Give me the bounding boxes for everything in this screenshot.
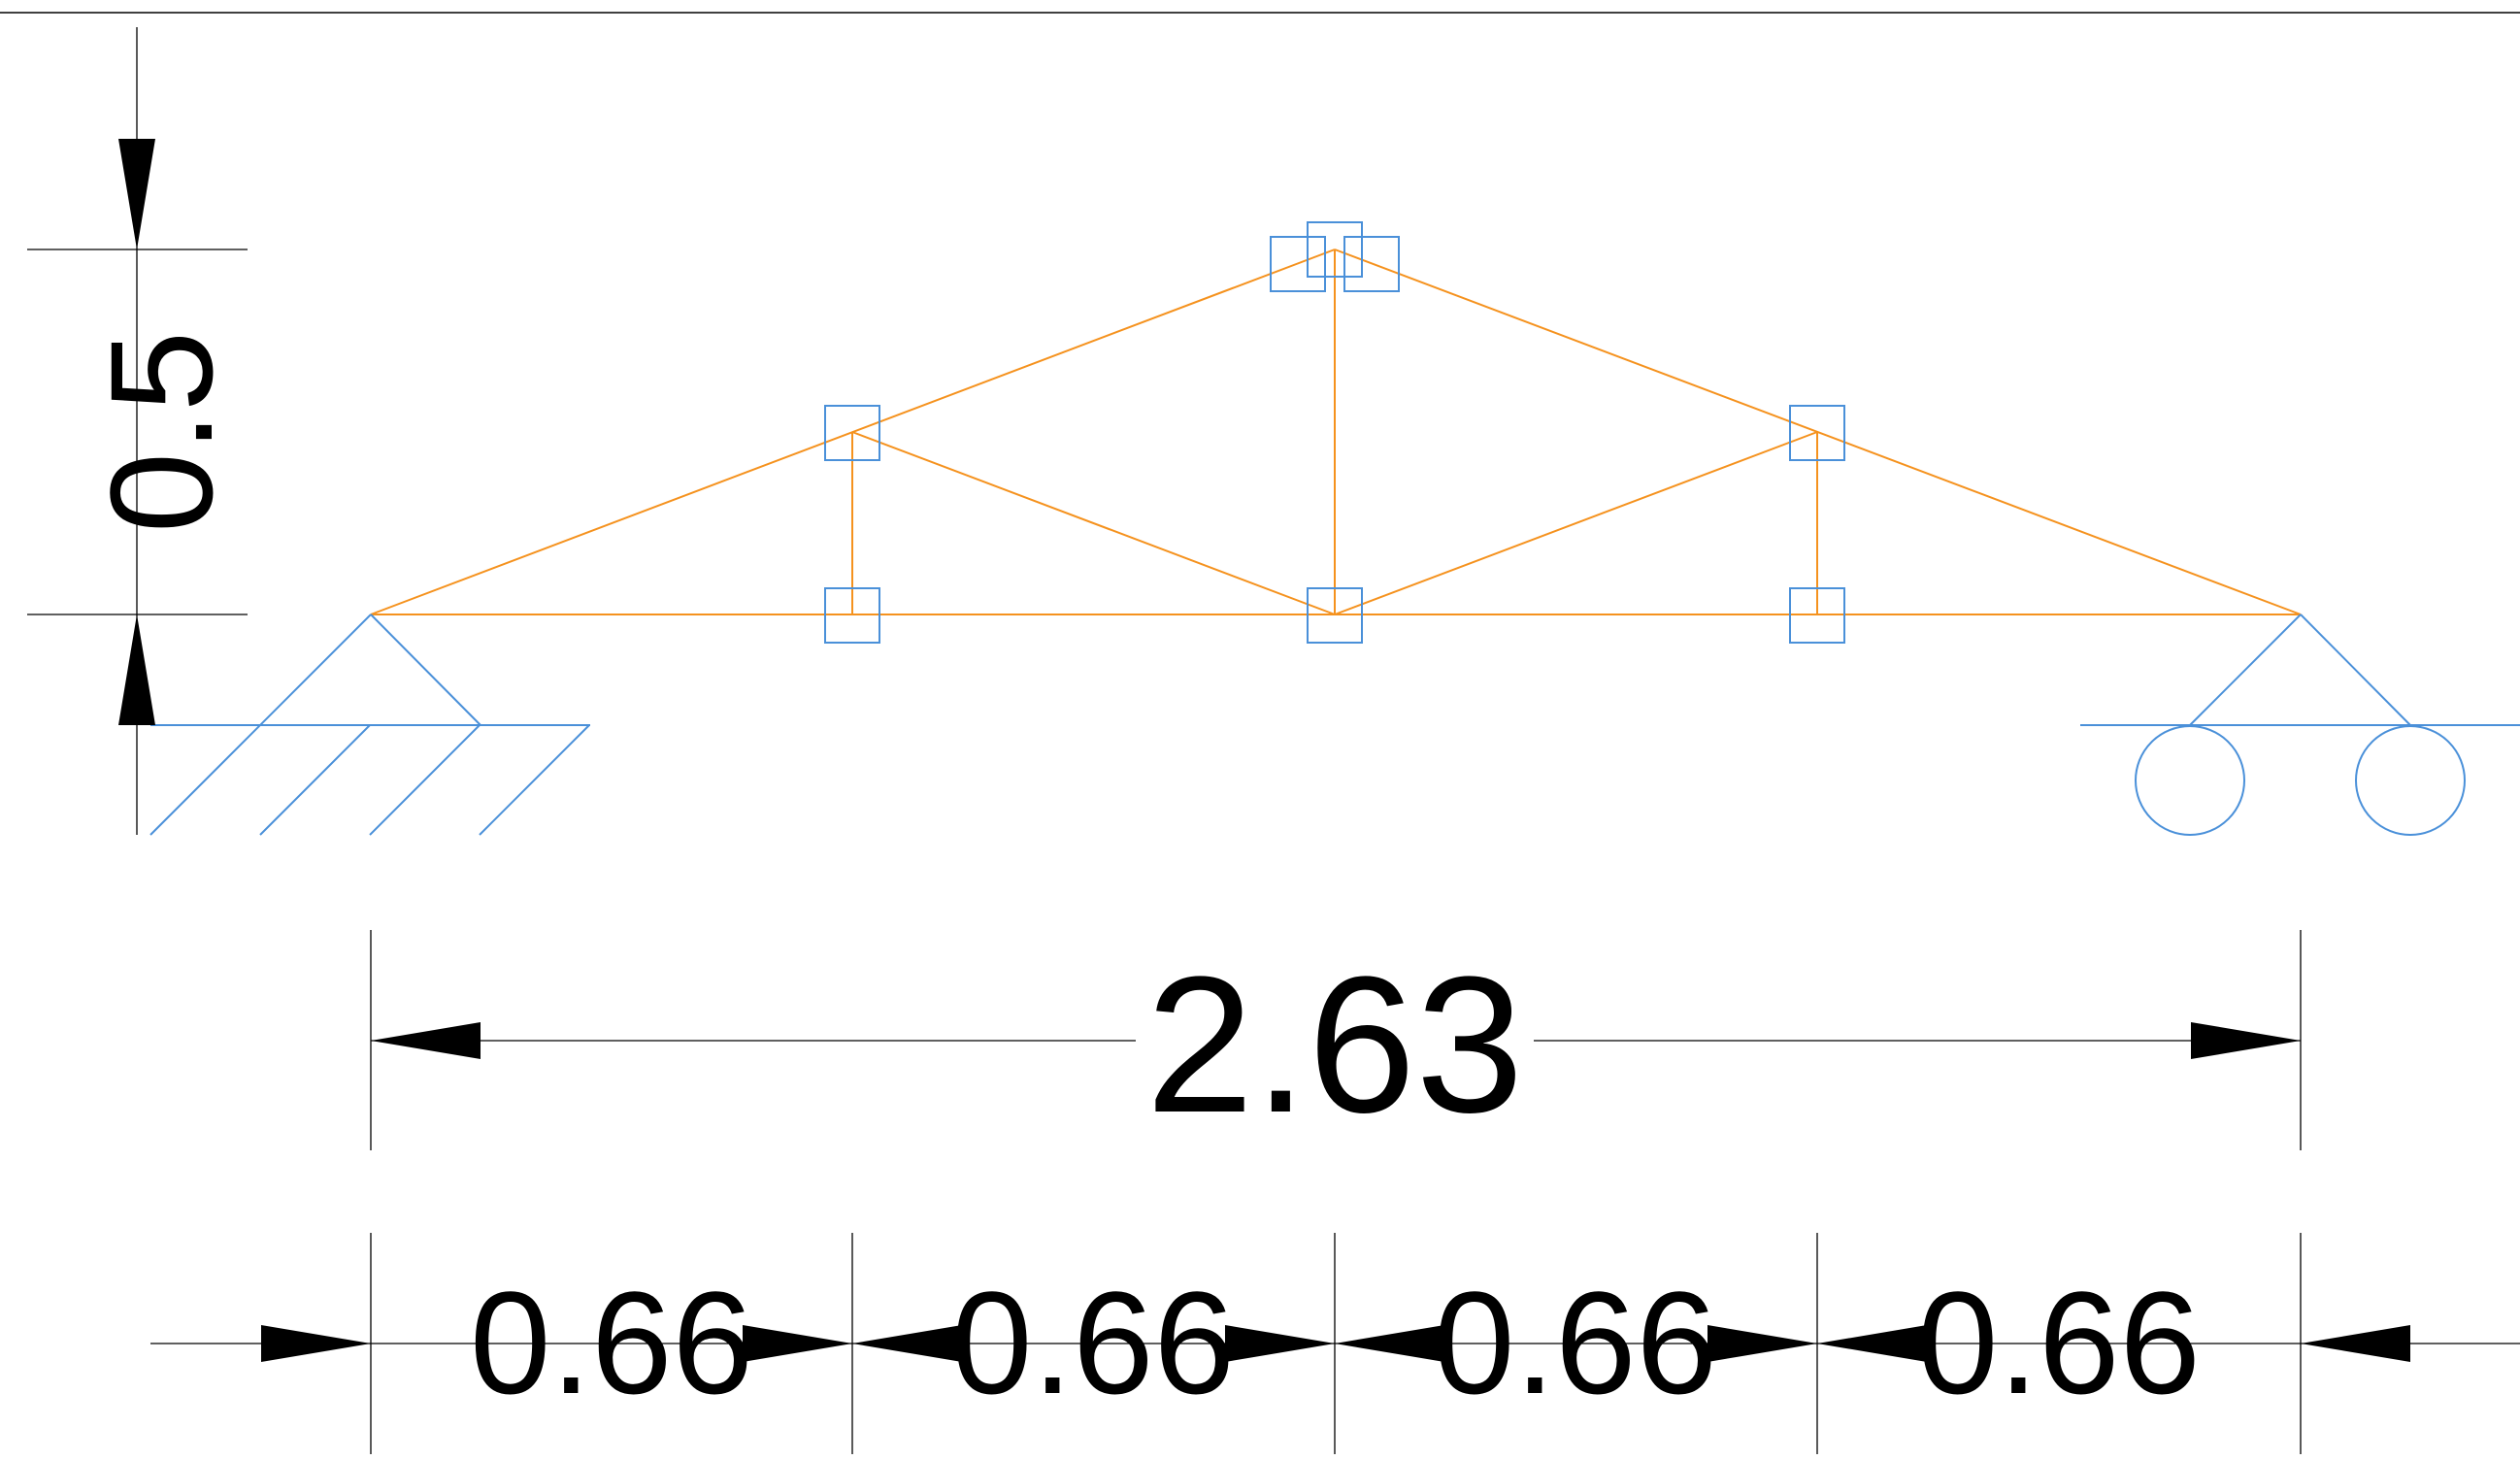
span-label: 2.63 bbox=[1145, 937, 1523, 1153]
height-label: 0.5 bbox=[80, 331, 243, 534]
node-marker bbox=[1307, 221, 1363, 278]
panel-label-3: 0.66 bbox=[1434, 1261, 1717, 1424]
height-dimension: 0.5 bbox=[27, 27, 248, 835]
node-marker bbox=[1343, 236, 1400, 292]
panel-label-4: 0.66 bbox=[1917, 1261, 2201, 1424]
node-marker bbox=[1270, 236, 1326, 292]
node-marker bbox=[1789, 405, 1845, 461]
node-marker bbox=[824, 405, 880, 461]
node-markers bbox=[824, 221, 1845, 644]
panel-label-2: 0.66 bbox=[951, 1261, 1235, 1424]
span-dimension: 2.63 bbox=[370, 930, 2302, 1153]
diagonal-right bbox=[1334, 431, 1818, 615]
diagonal-left bbox=[851, 431, 1336, 615]
panel-dimensions: 0.66 0.66 0.66 0.66 bbox=[150, 1233, 2520, 1454]
pinned-support-icon bbox=[149, 614, 590, 836]
node-marker bbox=[1789, 587, 1845, 644]
node-marker bbox=[1307, 587, 1363, 644]
node-marker bbox=[824, 587, 880, 644]
panel-label-1: 0.66 bbox=[470, 1261, 753, 1424]
roller-support-icon bbox=[2080, 614, 2520, 836]
truss-members bbox=[370, 249, 2302, 615]
